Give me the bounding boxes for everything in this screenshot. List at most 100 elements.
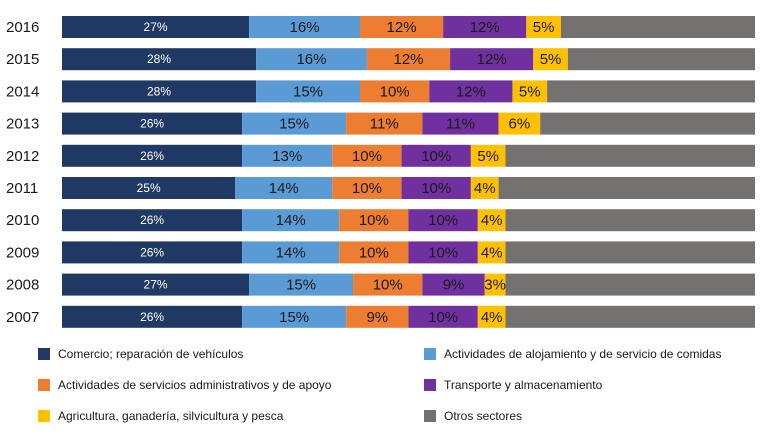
- data-label: 26%: [140, 149, 164, 163]
- bar-segment: [359, 80, 430, 103]
- bar-segment: [408, 241, 478, 264]
- data-label: 15%: [293, 83, 323, 100]
- data-label: 10%: [428, 212, 458, 229]
- data-label: 26%: [140, 245, 164, 259]
- data-label: 25%: [137, 181, 161, 195]
- y-tick-label: 2012: [6, 148, 39, 165]
- data-label: 10%: [359, 244, 389, 261]
- bar-segment: [533, 48, 568, 71]
- bar-segment: [359, 16, 444, 38]
- data-label: 4%: [481, 309, 503, 326]
- bar-segment: [346, 112, 423, 135]
- bar-segment: [235, 177, 333, 199]
- bar-segment: [505, 144, 755, 167]
- bar-segment: [256, 48, 367, 71]
- bar-segment: [567, 48, 755, 71]
- bar-segment: [332, 177, 402, 199]
- bar-segment: [505, 273, 755, 296]
- data-label: 3%: [484, 277, 506, 294]
- bar-segment: [242, 112, 347, 135]
- bar-segment: [249, 273, 354, 296]
- data-label: 4%: [481, 212, 503, 229]
- data-label: 10%: [428, 309, 458, 326]
- data-label: 10%: [352, 180, 382, 197]
- bar-segment: [477, 305, 506, 328]
- bar-segment: [249, 16, 360, 38]
- data-label: 4%: [481, 244, 503, 261]
- data-label: 5%: [533, 19, 555, 36]
- data-label: 16%: [296, 51, 326, 68]
- bar-segment: [422, 273, 485, 296]
- y-tick-label: 2011: [6, 180, 38, 197]
- bar-segment: [62, 209, 243, 232]
- y-tick-label: 2008: [6, 277, 39, 294]
- data-label: 10%: [359, 212, 389, 229]
- bar-segment: [62, 273, 250, 296]
- bar-segment: [547, 80, 755, 103]
- bar-segment: [366, 48, 451, 71]
- bar-segment: [339, 241, 409, 264]
- bar-segment: [401, 177, 471, 199]
- data-label: 15%: [286, 277, 316, 294]
- data-label: 12%: [477, 51, 507, 68]
- data-label: 14%: [269, 180, 299, 197]
- bar-segment: [505, 305, 755, 328]
- bar-segment: [62, 48, 257, 71]
- y-tick-label: 2013: [6, 116, 39, 133]
- data-label: 26%: [140, 213, 164, 227]
- bar-segment: [505, 241, 755, 264]
- bar-segment: [429, 80, 513, 103]
- bar-segment: [62, 305, 243, 328]
- data-label: 10%: [421, 180, 451, 197]
- y-tick-label: 2007: [6, 309, 39, 326]
- data-label: 6%: [509, 116, 531, 133]
- bar-segment: [62, 144, 243, 167]
- bar-segment: [477, 209, 506, 232]
- y-tick-label: 2015: [6, 51, 39, 68]
- bar-segment: [477, 241, 506, 264]
- bar-segment: [332, 144, 402, 167]
- bar-segment: [443, 16, 527, 38]
- bar-segment: [540, 112, 755, 135]
- bar-segment: [470, 177, 499, 199]
- data-label: 5%: [477, 148, 499, 165]
- bar-segment: [339, 209, 409, 232]
- data-label: 4%: [474, 180, 496, 197]
- data-label: 26%: [140, 310, 164, 324]
- y-tick-label: 2014: [6, 83, 39, 100]
- data-label: 12%: [456, 83, 486, 100]
- data-label: 10%: [421, 148, 451, 165]
- bar-segment: [408, 209, 478, 232]
- data-label: 10%: [352, 148, 382, 165]
- bar-segment: [62, 241, 243, 264]
- bar-segment: [401, 144, 471, 167]
- data-label: 16%: [290, 19, 320, 36]
- data-label: 13%: [272, 148, 302, 165]
- data-label: 9%: [366, 309, 388, 326]
- data-label: 15%: [279, 309, 309, 326]
- data-label: 11%: [446, 116, 475, 133]
- data-label: 15%: [279, 116, 309, 133]
- data-label: 14%: [276, 212, 306, 229]
- bar-segment: [484, 273, 506, 296]
- y-tick-label: 2009: [6, 244, 39, 261]
- bar-segment: [62, 80, 257, 103]
- bar-segment: [498, 112, 541, 135]
- y-tick-label: 2010: [6, 212, 39, 229]
- data-label: 9%: [443, 277, 465, 294]
- data-label: 10%: [380, 83, 410, 100]
- data-label: 28%: [147, 84, 171, 98]
- bar-segment: [408, 305, 478, 328]
- bar-segment: [242, 209, 340, 232]
- data-label: 28%: [147, 52, 171, 66]
- bar-segment: [470, 144, 506, 167]
- bar-segment: [242, 305, 347, 328]
- data-label: 12%: [393, 51, 423, 68]
- bar-segment: [353, 273, 423, 296]
- bar-segment: [62, 177, 236, 199]
- bar-segment: [512, 80, 548, 103]
- bar-segment: [242, 241, 340, 264]
- bar-segment: [422, 112, 499, 135]
- bar-segment: [505, 209, 755, 232]
